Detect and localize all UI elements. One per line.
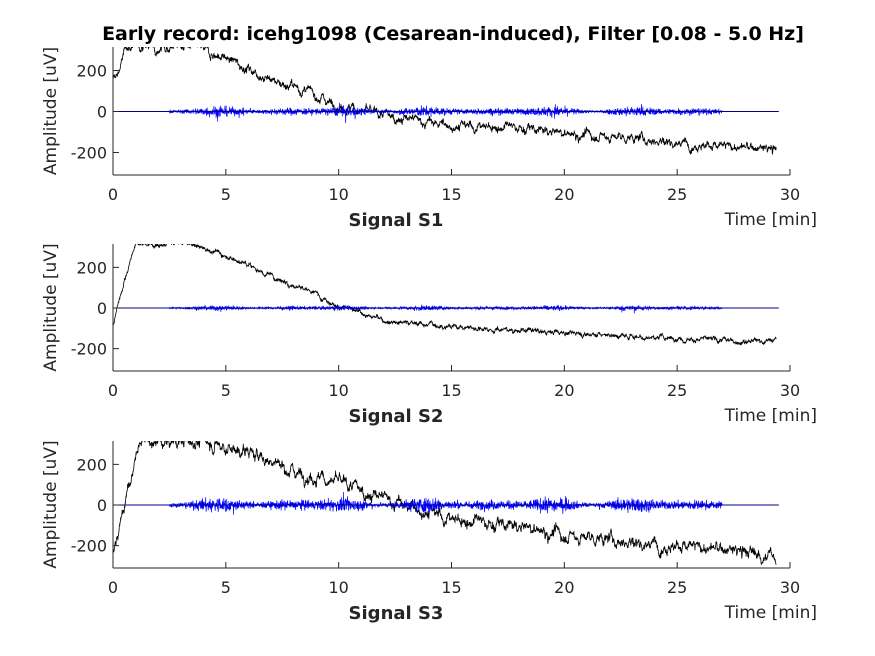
- filtered-signal-line: [113, 304, 779, 314]
- x-tick-label: 25: [667, 578, 687, 597]
- subplot-3: 0 5 10 15 20 25 30 -200 0 200 Amplitude [uV] Signal…: [41, 440, 817, 624]
- subplot-label: Signal S3: [349, 603, 444, 624]
- y-tick-label: -200: [71, 143, 107, 162]
- raw-signal-line: [113, 244, 777, 346]
- y-tick-label: 0: [97, 496, 107, 515]
- y-tick-label: 200: [76, 455, 107, 474]
- subplot-1: 0 5 10 15 20 25 30 -200 0 200 Amplitude [uV] Signal…: [41, 47, 817, 231]
- y-tick-label: 0: [97, 299, 107, 318]
- x-tick-label: 0: [108, 381, 118, 400]
- x-axis-label: Time [min]: [724, 603, 817, 623]
- y-tick-label: -200: [71, 537, 107, 556]
- x-tick-label: 5: [221, 381, 231, 400]
- filtered-signal-line: [113, 491, 779, 515]
- raw-signal-line: [113, 47, 777, 155]
- y-axis-label: Amplitude [uV]: [41, 440, 61, 568]
- x-tick-label: 5: [221, 578, 231, 597]
- y-axis-label: Amplitude [uV]: [41, 243, 61, 371]
- x-tick-label: 15: [441, 381, 461, 400]
- x-tick-label: 0: [108, 578, 118, 597]
- x-tick-label: 30: [780, 185, 800, 204]
- y-tick-label: 0: [97, 103, 107, 122]
- subplot-label: Signal S2: [349, 406, 444, 427]
- raw-signal-line: [113, 441, 777, 566]
- x-tick-label: 5: [221, 185, 231, 204]
- x-tick-label: 20: [554, 185, 574, 204]
- x-tick-label: 10: [328, 381, 348, 400]
- x-tick-label: 0: [108, 185, 118, 204]
- filtered-signal-line: [113, 102, 779, 124]
- x-tick-label: 30: [780, 381, 800, 400]
- y-tick-label: 200: [76, 62, 107, 81]
- x-tick-label: 20: [554, 381, 574, 400]
- x-tick-label: 10: [328, 185, 348, 204]
- x-axis-label: Time [min]: [724, 210, 817, 230]
- x-tick-label: 15: [441, 185, 461, 204]
- x-tick-label: 25: [667, 381, 687, 400]
- x-tick-label: 25: [667, 185, 687, 204]
- x-tick-label: 20: [554, 578, 574, 597]
- x-axis-label: Time [min]: [724, 406, 817, 426]
- y-axis-label: Amplitude [uV]: [41, 47, 61, 175]
- figure-title: Early record: icehg1098 (Cesarean-induce…: [102, 23, 804, 45]
- subplot-2: 0 5 10 15 20 25 30 -200 0 200 Amplitude [uV] Signal…: [41, 243, 817, 427]
- x-tick-label: 10: [328, 578, 348, 597]
- x-tick-label: 30: [780, 578, 800, 597]
- y-tick-label: 200: [76, 258, 107, 277]
- subplot-label: Signal S1: [349, 210, 444, 231]
- x-tick-label: 15: [441, 578, 461, 597]
- y-tick-label: -200: [71, 340, 107, 359]
